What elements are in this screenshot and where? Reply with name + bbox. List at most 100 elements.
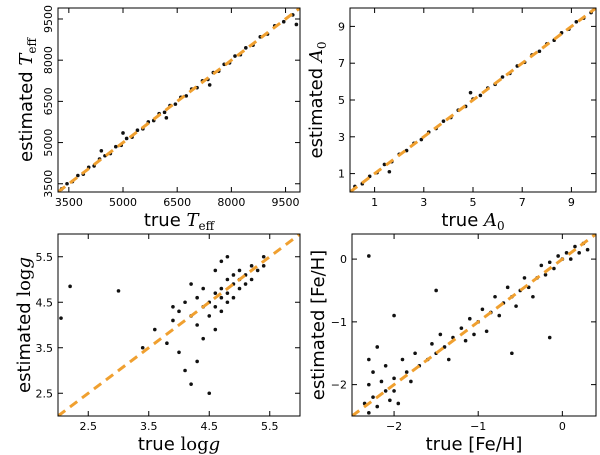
- feh-point-17: [409, 379, 413, 384]
- a0-xtick-label-2: 5: [470, 196, 477, 209]
- logg-point-31: [231, 273, 236, 277]
- feh-point-5: [371, 395, 375, 399]
- feh-point-61: [547, 335, 552, 340]
- feh-point-6: [375, 345, 380, 349]
- a0-point-33: [387, 169, 392, 174]
- teff-point-10: [113, 144, 118, 149]
- a0-plot-area: [350, 8, 596, 192]
- teff-xtick-label-1: 5000: [109, 196, 137, 209]
- feh-point-62: [510, 351, 514, 356]
- feh-point-4: [371, 370, 375, 374]
- teff-xtick-label-4: 9500: [272, 196, 300, 209]
- logg-point-44: [213, 268, 218, 273]
- teff-point-1: [65, 181, 69, 186]
- a0-point-30: [574, 20, 579, 24]
- logg-point-39: [249, 264, 254, 268]
- logg-point-45: [219, 259, 224, 264]
- a0-point-12: [441, 119, 446, 123]
- logg-axes-frame: [57, 233, 301, 417]
- feh-point-38: [505, 285, 510, 290]
- feh-point-36: [497, 313, 502, 318]
- feh-point-3: [367, 411, 371, 415]
- a0-xtick-label-1: 3: [420, 196, 427, 209]
- feh-point-60: [434, 288, 438, 293]
- feh-point-52: [564, 251, 569, 255]
- teff-ylabel: estimated Teff: [16, 37, 39, 162]
- feh-point-55: [577, 251, 581, 255]
- a0-xtick-label-4: 9: [568, 196, 575, 209]
- feh-point-59: [392, 313, 396, 318]
- teff-plot-area: [58, 8, 300, 192]
- feh-point-13: [392, 389, 396, 393]
- a0-xtick-label-0: 1: [371, 196, 378, 209]
- feh-ytick-label-2: 0: [340, 253, 347, 266]
- feh-xlabel: true [Fe/H]: [426, 434, 523, 455]
- a0-ytick-label-0: 1: [338, 168, 345, 181]
- logg-point-3: [140, 345, 145, 350]
- feh-point-32: [480, 307, 485, 312]
- teff-point-44: [99, 149, 104, 153]
- logg-point-12: [189, 382, 193, 386]
- logg-point-16: [201, 286, 205, 291]
- logg-point-27: [219, 309, 224, 314]
- logg-point-0: [59, 316, 63, 320]
- teff-point-43: [164, 116, 169, 120]
- teff-ytick-label-2: 6500: [42, 87, 55, 115]
- feh-point-14: [396, 401, 401, 406]
- logg-ytick-label-1: 3.5: [36, 342, 54, 355]
- a0-point-4: [382, 162, 387, 167]
- panel-teff: 3500 5000 6500 8000 9500 3500 5000 6500 8000 9500…: [16, 5, 301, 233]
- a0-point-20: [500, 75, 505, 79]
- feh-point-15: [400, 357, 405, 362]
- teff-ytick-label-0: 3500: [42, 170, 55, 198]
- logg-point-24: [213, 327, 218, 332]
- teff-point-41: [294, 22, 299, 27]
- logg-xtick-label-2: 4.5: [201, 420, 219, 433]
- logg-ytick-label-2: 4.5: [36, 296, 54, 309]
- logg-point-28: [225, 277, 230, 282]
- feh-point-1: [367, 382, 371, 387]
- logg-point-15: [195, 359, 199, 364]
- teff-point-45: [207, 83, 212, 87]
- feh-point-29: [467, 316, 472, 321]
- a0-one-to-one-line: [350, 8, 596, 192]
- feh-point-23: [438, 332, 443, 337]
- logg-point-46: [189, 282, 193, 286]
- logg-xtick-label-0: 2.5: [80, 420, 98, 433]
- feh-point-25: [446, 357, 451, 362]
- feh-point-9: [383, 389, 388, 393]
- feh-point-50: [556, 254, 560, 258]
- feh-point-58: [367, 254, 371, 258]
- logg-point-30: [225, 300, 230, 305]
- logg-point-26: [219, 295, 224, 300]
- feh-xtick-label-0: −2: [386, 420, 402, 433]
- a0-point-17: [478, 93, 483, 98]
- logg-point-6: [171, 318, 175, 323]
- feh-point-27: [459, 326, 464, 330]
- feh-ylabel: estimated [Fe/H]: [308, 250, 329, 400]
- logg-point-8: [177, 350, 181, 355]
- panel-feh: −2 −1 0 −2 −1 0 true [Fe/H] estimated [Fe/H]: [308, 233, 597, 455]
- feh-point-18: [413, 351, 417, 356]
- feh-point-57: [585, 247, 590, 252]
- feh-point-47: [543, 272, 548, 277]
- feh-point-7: [375, 404, 380, 409]
- teff-point-14: [135, 128, 140, 133]
- feh-one-to-one-line: [352, 234, 596, 416]
- teff-point-19: [162, 110, 167, 115]
- feh-ytick-label-1: −1: [331, 316, 347, 329]
- logg-point-13: [195, 295, 199, 300]
- a0-ytick-label-2: 5: [338, 94, 345, 107]
- logg-point-18: [201, 336, 205, 341]
- feh-point-21: [430, 342, 434, 346]
- logg-ylabel: estimated logg: [14, 257, 35, 393]
- logg-ytick-label-3: 5.5: [36, 251, 54, 264]
- feh-point-33: [484, 329, 489, 334]
- teff-xtick-label-3: 8000: [217, 196, 245, 209]
- feh-point-49: [552, 266, 556, 271]
- teff-xtick-label-2: 6500: [163, 196, 191, 209]
- logg-point-47: [171, 305, 175, 309]
- a0-xlabel: true A0: [441, 210, 504, 233]
- feh-plot-area: [352, 234, 596, 416]
- a0-xtick-label-3: 7: [519, 196, 526, 209]
